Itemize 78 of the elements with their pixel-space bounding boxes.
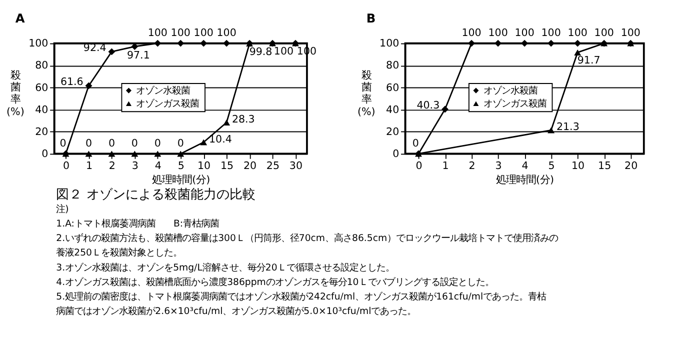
text: 注) bbox=[56, 204, 69, 216]
data-label: 0 bbox=[412, 137, 419, 150]
data-label: 91.7 bbox=[577, 54, 600, 67]
text: 4.オゾンガス殺菌は、殺菌槽底面から濃度386ppmのオゾンガスを毎分10Ｌでバブリングする設定とした。 bbox=[56, 276, 494, 288]
x-tick-label: 0 bbox=[62, 160, 70, 172]
data-label: 100 bbox=[594, 26, 614, 39]
y-tick-label: 80 bbox=[386, 60, 400, 72]
x-tick-label: 15 bbox=[598, 160, 612, 172]
data-label: 10.4 bbox=[208, 133, 232, 146]
x-tick-label: 30 bbox=[289, 160, 302, 172]
text: 3.オゾン水殺菌は、オゾンを5mg/L溶解させ、毎分20Ｌで循環させる設定とした。 bbox=[56, 262, 394, 274]
data-label: 0 bbox=[177, 137, 184, 150]
x-tick-label: 20 bbox=[624, 160, 638, 172]
y-axis-title: 殺菌率(%) bbox=[358, 69, 376, 118]
data-label: 0 bbox=[60, 137, 66, 150]
text: 2.いずれの殺菌方法も、殺菌槽の容量は300Ｌ（円筒形、径70cm、高さ86.5cm）でロックウール栽培トマトで使用済みの bbox=[56, 233, 558, 244]
legend-label: オゾン水殺菌 bbox=[483, 85, 538, 96]
text: 図２ オゾンによる殺菌能力の比較 bbox=[56, 187, 256, 202]
x-tick-label: 3 bbox=[132, 160, 138, 172]
legend-label: オゾンガス殺菌 bbox=[483, 98, 546, 110]
data-label: 40.3 bbox=[416, 99, 440, 112]
data-label: 100 bbox=[620, 26, 640, 39]
y-tick-label: 100 bbox=[380, 38, 400, 50]
x-tick-label: 4 bbox=[522, 160, 528, 172]
data-label: 0 bbox=[131, 137, 138, 150]
chart-title: A bbox=[15, 12, 26, 26]
legend-label: オゾンガス殺菌 bbox=[136, 98, 200, 110]
data-label: 100 bbox=[216, 26, 236, 39]
data-label: 0 bbox=[108, 137, 115, 150]
data-label: 100 bbox=[568, 26, 588, 39]
data-label: 61.6 bbox=[60, 76, 84, 88]
data-label: 0 bbox=[85, 137, 92, 150]
data-label: 97.1 bbox=[126, 50, 150, 62]
y-tick-label: 0 bbox=[42, 148, 48, 160]
x-tick-label: 2 bbox=[108, 160, 116, 172]
x-axis-title: 処理時間(分) bbox=[496, 174, 554, 186]
y-tick-label: 20 bbox=[35, 126, 48, 138]
x-tick-label: 0 bbox=[416, 160, 422, 172]
x-tick-label: 1 bbox=[442, 160, 449, 172]
y-tick-label: 40 bbox=[35, 104, 48, 116]
y-tick-label: 60 bbox=[35, 82, 48, 94]
x-tick-label: 25 bbox=[266, 160, 280, 172]
y-tick-label: 0 bbox=[392, 148, 400, 160]
x-tick-label: 10 bbox=[572, 160, 585, 172]
chart-title: B bbox=[366, 12, 376, 26]
x-tick-label: 10 bbox=[198, 160, 211, 172]
data-label: 21.3 bbox=[556, 121, 580, 134]
x-tick-label: 20 bbox=[243, 160, 257, 172]
data-label: 100 bbox=[170, 26, 190, 39]
x-tick-label: 5 bbox=[178, 160, 184, 172]
y-tick-label: 20 bbox=[386, 126, 400, 138]
x-tick-label: 2 bbox=[468, 160, 476, 172]
data-label: 99.8 bbox=[249, 46, 272, 58]
x-tick-label: 3 bbox=[495, 160, 502, 172]
y-tick-label: 80 bbox=[35, 60, 48, 72]
data-label: 100 bbox=[541, 26, 561, 39]
x-tick-label: 1 bbox=[86, 160, 92, 172]
data-label: 100 bbox=[462, 26, 482, 39]
y-tick-label: 100 bbox=[28, 38, 48, 50]
x-tick-label: 4 bbox=[154, 160, 162, 172]
data-label: 100 bbox=[274, 46, 294, 58]
x-axis-title: 処理時間(分) bbox=[152, 174, 210, 186]
y-axis-title: 殺菌率(%) bbox=[6, 69, 24, 118]
legend-label: オゾン水殺菌 bbox=[136, 85, 190, 96]
data-label: 100 bbox=[488, 26, 508, 39]
text: 1.A:トマト根腐萎凋病菌 B:青枯病菌 bbox=[56, 218, 220, 230]
y-tick-label: 60 bbox=[386, 82, 400, 94]
x-tick-label: 5 bbox=[548, 160, 555, 172]
y-tick-label: 40 bbox=[386, 104, 400, 116]
data-label: 100 bbox=[514, 26, 534, 39]
x-tick-label: 15 bbox=[220, 160, 234, 172]
data-label: 100 bbox=[148, 26, 168, 39]
data-label: 28.3 bbox=[232, 113, 255, 126]
data-label: 100 bbox=[194, 26, 214, 39]
data-label: 0 bbox=[154, 137, 161, 150]
text: 5.処理前の菌密度は、トマト根腐萎凋病菌ではオゾン水殺菌が242cfu/ml、オゾンガス殺菌が161cfu/mlであった。青枯 bbox=[56, 291, 546, 302]
text: 病菌ではオゾン水殺菌が2.6×10³cfu/ml、オゾンガス殺菌が5.0×10³cfu/mlであった。 bbox=[56, 306, 416, 317]
text: 養液250Ｌを殺菌対象とした。 bbox=[56, 248, 182, 259]
